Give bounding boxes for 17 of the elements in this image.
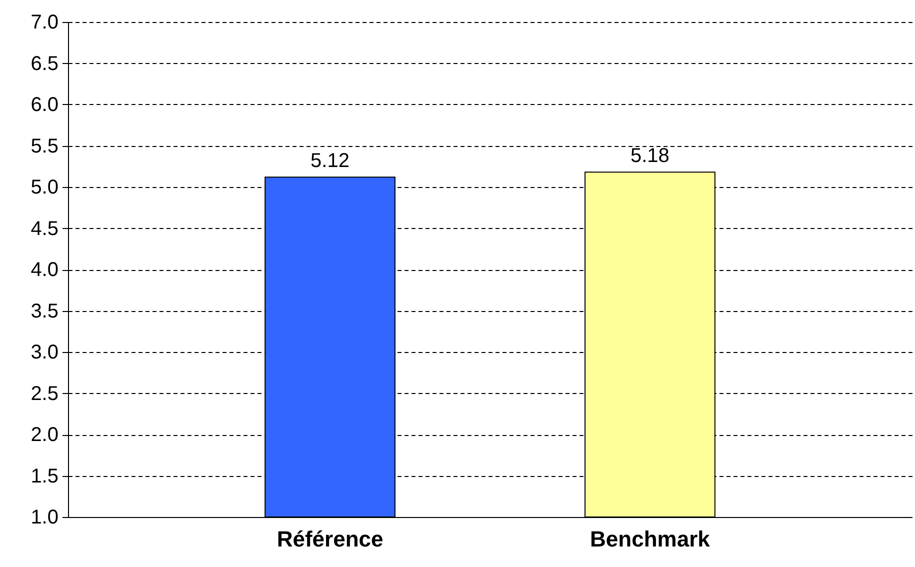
- x-tick-label: Référence: [276, 526, 384, 552]
- y-tick-label: 5.5: [30, 135, 58, 158]
- y-tick-label: 5.0: [30, 176, 58, 198]
- x-tick-label: Benchmark: [590, 526, 711, 552]
- data-label: 5.18: [630, 145, 670, 168]
- y-tick-label: 2.5: [30, 382, 58, 405]
- y-tick-label: 3.5: [30, 300, 58, 322]
- y-tick-label: 7.0: [30, 12, 58, 34]
- y-tick-label: 1.5: [30, 465, 58, 488]
- y-tick-label: 4.0: [30, 259, 58, 281]
- y-tick-label: 2.0: [30, 424, 58, 446]
- y-tick-label: 3.0: [30, 342, 58, 364]
- y-tick-label: 4.5: [30, 218, 58, 240]
- y-tick-label: 6.0: [30, 94, 58, 116]
- data-label: 5.12: [310, 150, 350, 172]
- y-tick-label: 6.5: [30, 52, 58, 75]
- y-tick-label: 1.0: [30, 506, 58, 528]
